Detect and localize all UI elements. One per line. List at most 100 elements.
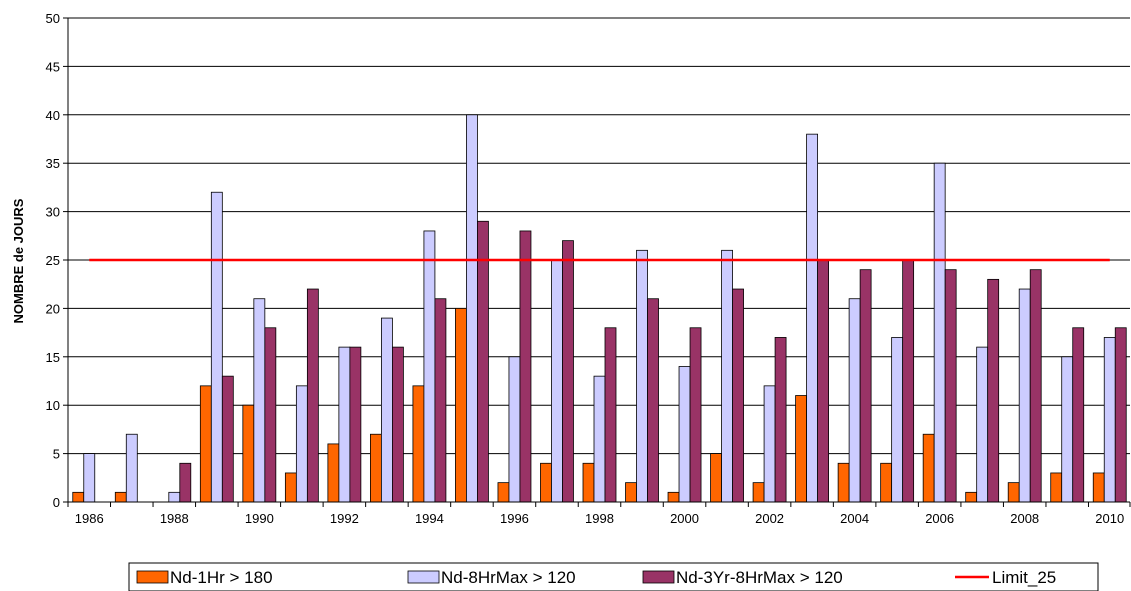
bar (837, 462, 850, 503)
bar (242, 404, 255, 503)
legend-label: Nd-8HrMax > 120 (441, 568, 576, 587)
bar (562, 240, 574, 503)
x-tick-label: 1990 (245, 511, 274, 526)
y-axis-label: NOMBRE de JOURS (11, 198, 26, 323)
bar (125, 433, 138, 503)
bar (1029, 269, 1042, 503)
x-tick-label: 1998 (585, 511, 614, 526)
bar (295, 385, 308, 503)
bar (264, 327, 277, 503)
bar (817, 259, 829, 503)
bar (902, 259, 915, 503)
bar (1103, 337, 1116, 503)
y-tick-label: 40 (46, 108, 60, 123)
bar (880, 462, 893, 503)
bar (508, 356, 521, 503)
bar (1018, 288, 1031, 503)
bar (423, 230, 436, 503)
bar (380, 317, 393, 503)
x-tick-label: 2000 (670, 511, 699, 526)
y-tick-label: 35 (46, 156, 60, 171)
bar (795, 395, 807, 503)
x-tick-label: 2002 (755, 511, 784, 526)
bar (455, 307, 467, 503)
bar (625, 482, 637, 503)
bar (721, 249, 733, 503)
bar (647, 298, 659, 503)
y-tick-label: 50 (46, 11, 60, 26)
bar (327, 443, 340, 503)
bar (774, 337, 787, 503)
legend-label: Limit_25 (992, 568, 1056, 587)
bar (477, 220, 489, 503)
bar (253, 298, 266, 503)
bar (306, 288, 319, 503)
bar (349, 346, 362, 503)
x-tick-label: 2006 (925, 511, 954, 526)
bar (922, 433, 935, 503)
bar (933, 162, 946, 503)
x-tick-label: 2004 (840, 511, 869, 526)
bar (412, 385, 425, 503)
bar (604, 327, 617, 503)
bar (1114, 327, 1127, 503)
bar (965, 491, 978, 503)
bar (1061, 356, 1074, 503)
bar (168, 491, 181, 503)
bar (551, 259, 563, 503)
bar (199, 385, 212, 503)
bar (976, 346, 989, 503)
bar (221, 375, 234, 503)
bar (859, 269, 872, 503)
bar (891, 337, 904, 503)
legend: Nd-1Hr > 180 Nd-8HrMax > 120 Nd-3Yr-8HrMax… (128, 562, 1099, 591)
y-tick-label: 15 (46, 350, 60, 365)
bar (689, 327, 702, 503)
bar (284, 472, 297, 503)
x-tick-label: 1992 (330, 511, 359, 526)
bar (710, 453, 722, 503)
bar (540, 462, 552, 503)
bar (497, 482, 510, 503)
y-tick-label: 20 (46, 301, 60, 316)
y-tick-label: 5 (53, 447, 60, 462)
bar (636, 249, 648, 503)
bar (434, 298, 447, 503)
bar (1050, 472, 1063, 503)
bar (369, 433, 382, 503)
x-tick-label: 1988 (160, 511, 189, 526)
legend-swatch (407, 570, 440, 584)
bar (678, 366, 691, 503)
bar (391, 346, 404, 503)
axes (63, 17, 1131, 507)
bar (806, 133, 818, 503)
bar (752, 482, 765, 503)
bar (667, 491, 680, 503)
y-tick-label: 30 (46, 205, 60, 220)
bar (466, 114, 478, 503)
y-tick-label: 10 (46, 398, 60, 413)
bar (732, 288, 744, 503)
legend-label: Nd-1Hr > 180 (170, 568, 273, 587)
bar (519, 230, 532, 503)
bar (1007, 482, 1020, 503)
bar (72, 491, 85, 503)
y-tick-label: 45 (46, 59, 60, 74)
x-tick-label: 2008 (1010, 511, 1039, 526)
bar (593, 375, 606, 503)
y-tick-label: 25 (46, 253, 60, 268)
legend-swatch (136, 570, 169, 584)
bar (1092, 472, 1105, 503)
bar (582, 462, 595, 503)
y-tick-labels: 0 5 10 15 20 25 30 35 40 45 50 (46, 11, 60, 510)
legend-swatch (642, 570, 675, 584)
bar (848, 298, 861, 503)
bar (210, 191, 223, 503)
bar (114, 491, 127, 503)
x-tick-label: 2010 (1095, 511, 1124, 526)
x-tick-labels: 1986 1988 1990 1992 1994 1996 1998 2000 2002 2004… (75, 511, 1124, 526)
bar (1072, 327, 1085, 503)
legend-label: Nd-3Yr-8HrMax > 120 (676, 568, 843, 587)
bar (987, 278, 1000, 503)
